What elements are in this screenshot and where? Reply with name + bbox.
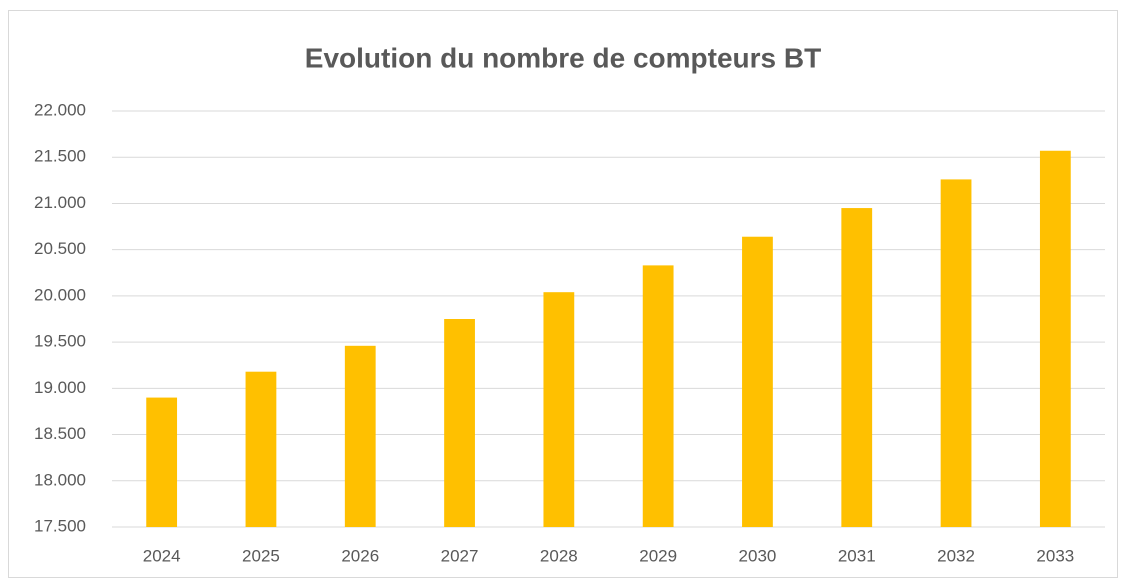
bar (344, 345, 376, 527)
x-tick-label: 2028 (540, 546, 578, 565)
x-tick-label: 2024 (143, 546, 181, 565)
y-tick-label: 18.000 (34, 470, 86, 489)
bar (841, 208, 873, 528)
y-tick-label: 19.500 (34, 332, 86, 351)
y-tick-label: 20.000 (34, 285, 86, 304)
bar (742, 236, 773, 528)
y-tick-label: 21.500 (34, 147, 86, 166)
x-tick-label: 2030 (739, 546, 777, 565)
y-tick-label: 21.000 (34, 193, 86, 212)
x-tick-label: 2033 (1036, 546, 1074, 565)
y-tick-label: 22.000 (34, 100, 86, 119)
y-tick-label: 17.500 (34, 516, 86, 535)
x-tick-label: 2026 (341, 546, 379, 565)
bar (940, 179, 972, 528)
x-tick-label: 2027 (441, 546, 479, 565)
y-tick-label: 18.500 (34, 424, 86, 443)
bar (146, 397, 178, 527)
y-tick-label: 20.500 (34, 239, 86, 258)
x-tick-label: 2029 (639, 546, 677, 565)
x-tick-label: 2025 (242, 546, 280, 565)
chart-title: Evolution du nombre de compteurs BT (305, 42, 821, 73)
y-tick-label: 19.000 (34, 378, 86, 397)
x-tick-label: 2032 (937, 546, 975, 565)
bar (1039, 150, 1071, 528)
x-tick-label: 2031 (838, 546, 876, 565)
bar (444, 319, 475, 527)
bar (543, 292, 575, 527)
bar (245, 371, 277, 527)
bar (642, 265, 674, 527)
